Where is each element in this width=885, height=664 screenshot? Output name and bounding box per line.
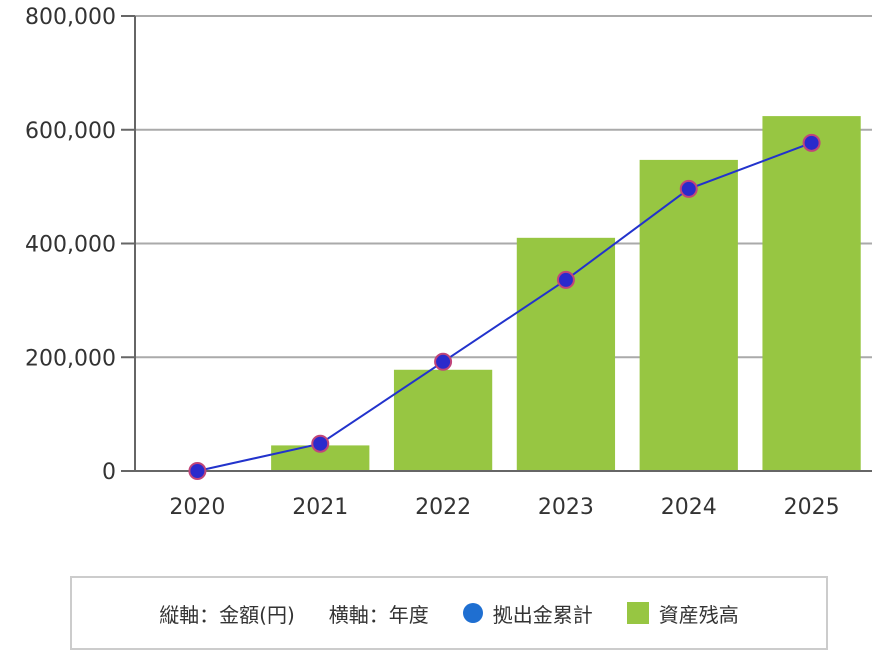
- bar: [393, 369, 493, 471]
- legend-xaxis-note-text: 横軸：年度: [328, 602, 429, 627]
- line-point: [188, 462, 207, 480]
- legend-bar-swatch-icon: [626, 602, 649, 624]
- legend-xaxis-note: 横軸：年度: [329, 599, 429, 628]
- line-series: [188, 133, 821, 480]
- line-point: [679, 179, 698, 198]
- y-tick-label: 400,000: [25, 233, 116, 258]
- y-tick-label: 0: [102, 460, 116, 485]
- x-tick-label: 2025: [784, 495, 840, 520]
- bar: [639, 159, 738, 472]
- legend-bar-entry[interactable]: 資産残高: [626, 599, 739, 628]
- series-line: [197, 141, 812, 472]
- x-tick-label: 2021: [292, 495, 348, 520]
- x-tick-label: 2024: [661, 495, 717, 520]
- legend-yaxis-note-text: 縦軸：金額(円): [159, 602, 295, 627]
- x-tick-label: 2020: [169, 495, 225, 520]
- y-tick-label: 800,000: [25, 5, 116, 30]
- bar: [762, 116, 861, 471]
- legend-line-label: 拠出金累計: [492, 602, 593, 627]
- y-tick-label: 200,000: [25, 346, 116, 371]
- gridlines: [135, 15, 872, 359]
- x-tick-label: 2022: [415, 495, 471, 520]
- legend-line-marker-icon: [462, 603, 483, 623]
- line-point: [311, 434, 330, 453]
- legend: 縦軸：金額(円) 横軸：年度 拠出金累計 資産残高: [70, 576, 828, 650]
- x-tick-label: 2023: [538, 495, 594, 520]
- y-tick-label: 600,000: [25, 119, 116, 144]
- legend-yaxis-note: 縦軸：金額(円): [159, 599, 295, 628]
- line-point: [556, 270, 575, 289]
- legend-line-entry[interactable]: 拠出金累計: [462, 599, 593, 628]
- legend-bar-label: 資産残高: [658, 602, 739, 627]
- y-axis-ticks: 0 200,000 400,000 600,000 800,000: [25, 5, 135, 485]
- axes: [134, 16, 872, 472]
- x-axis-ticks: 2020 2021 2022 2023 2024 2025: [169, 495, 839, 520]
- line-point: [434, 352, 453, 371]
- line-point: [802, 133, 821, 152]
